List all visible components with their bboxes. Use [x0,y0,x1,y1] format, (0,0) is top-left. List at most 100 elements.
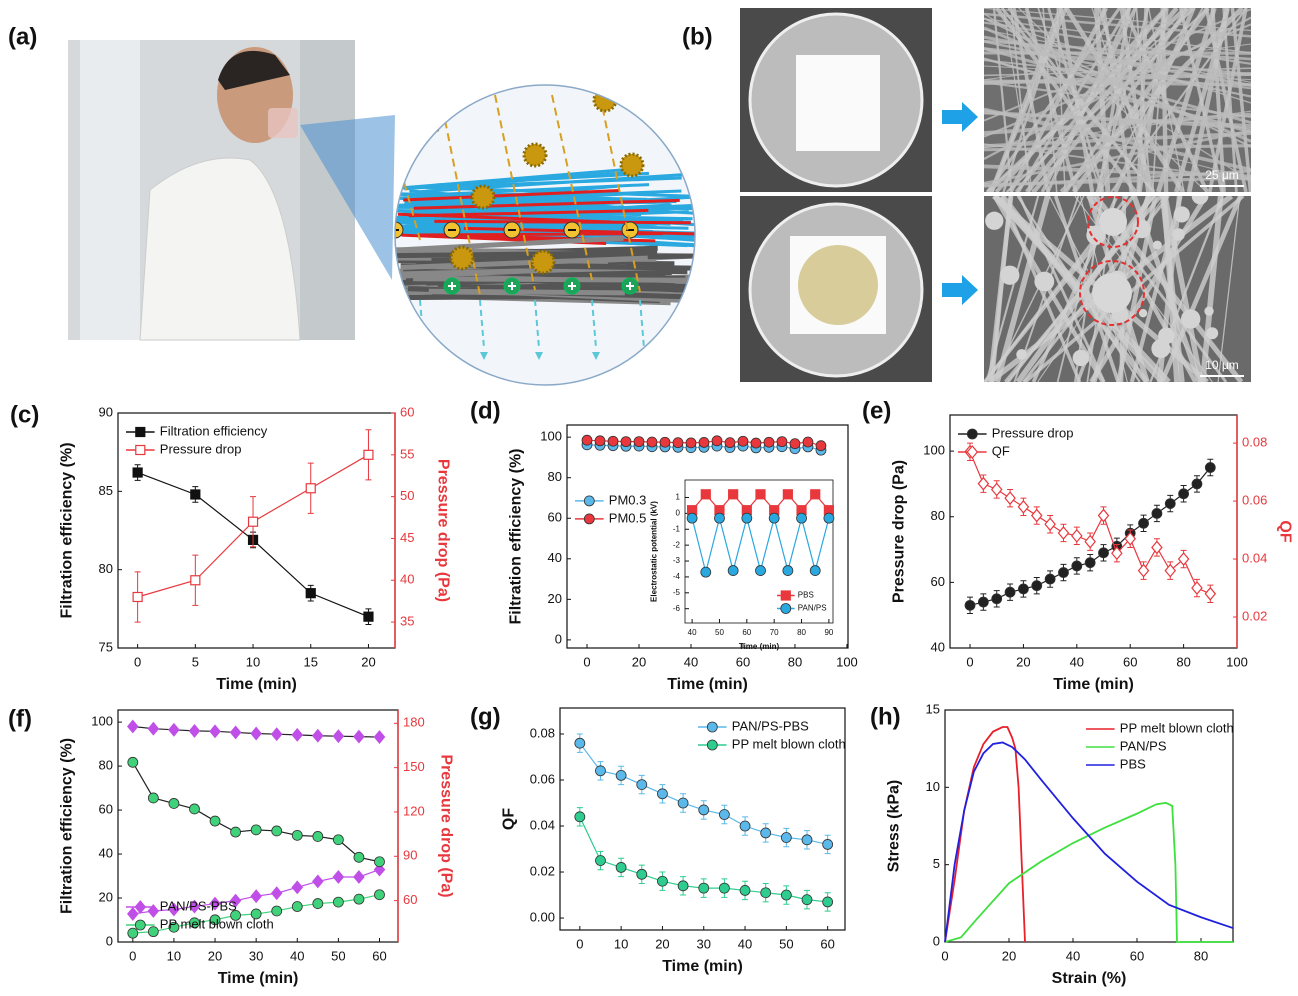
marker [707,722,717,732]
marker [575,812,585,822]
marker [707,740,717,750]
x-tick-label: 60 [820,936,834,951]
marker [637,869,647,879]
y-tick-label: 60 [931,574,945,589]
marker [699,805,709,815]
bead [1172,228,1184,240]
mechanism-diagram [380,80,719,390]
y2-tick-label: 120 [403,803,425,818]
marker [292,902,302,912]
legend-label: PBS [798,591,814,600]
marker [783,566,793,576]
bead [1132,220,1151,239]
arrow [942,275,978,305]
marker [191,490,200,499]
y2-tick-label: 45 [400,530,414,545]
x-tick-label: 0 [941,948,948,963]
marker [781,604,791,614]
x-tick-label: 60 [1130,948,1144,963]
x-tick-label: 20 [1002,948,1016,963]
marker [699,437,709,447]
y-tick-label: 60 [548,510,562,525]
legend-label: PP melt blown cloth [160,916,274,931]
y-tick-label: -4 [673,572,681,581]
y-tick-label: -6 [673,604,681,613]
y-tick-label: 0 [676,508,681,517]
marker [231,827,241,837]
y-tick-label: 15 [926,701,940,716]
particle [451,247,473,269]
marker [756,490,765,499]
bead [985,212,1003,230]
y-tick-label: 0 [106,933,113,948]
sem-image [984,188,1251,382]
marker [133,468,142,477]
deposit [798,245,878,325]
panel-label: (a) [8,23,37,50]
y-axis-label: QF [500,808,517,830]
positive-charge [387,278,403,294]
legend-label: PM0.5 [609,510,647,525]
marker [797,513,807,523]
marker [978,597,988,607]
marker [135,920,145,930]
marker [136,428,145,437]
scale-bar-label: 25 μm [1205,168,1239,182]
marker [595,436,605,446]
marker [1005,587,1015,597]
x-tick-label: 80 [788,654,802,669]
x-axis-label: Strain (%) [1052,970,1127,987]
x-tick-label: 60 [736,654,750,669]
y-tick-label: -2 [673,540,681,549]
marker [1085,558,1095,568]
y-tick-label: 90 [99,404,113,419]
mask [268,108,298,138]
y2-tick-label: 35 [400,614,414,629]
y2-axis-label: Pressure drop (Pa) [437,754,454,897]
marker [803,437,813,447]
x-tick-label: 80 [1194,948,1208,963]
marker [1179,489,1189,499]
bead [1139,309,1147,317]
photo-fresh [740,8,932,192]
marker [595,766,605,776]
y-tick-label: 0.08 [530,725,555,740]
marker [719,810,729,820]
legend-label: PM0.3 [609,492,647,507]
legend-label: Filtration efficiency [160,423,268,438]
x-tick-label: 20 [632,654,646,669]
marker [374,890,384,900]
y2-tick-label: 150 [403,759,425,774]
y-tick-label: 20 [99,889,113,904]
marker [1099,548,1109,558]
marker [191,576,200,585]
marker [678,798,688,808]
particle [594,89,616,111]
marker [824,513,834,523]
x-tick-label: 40 [1066,948,1080,963]
x-tick-label: 40 [290,948,304,963]
x-tick-label: 70 [770,628,779,637]
bead [1034,272,1054,292]
marker [657,789,667,799]
marker [783,490,792,499]
marker [802,835,812,845]
y2-tick-label: 0.06 [1242,493,1267,508]
particle [532,251,554,273]
marker [769,513,779,523]
x-tick-label: 15 [304,654,318,669]
y-tick-label: 5 [933,856,940,871]
y-axis-label: Stress (kPa) [885,780,902,873]
membrane [796,55,880,151]
photo-used [740,196,932,382]
x-tick-label: 50 [331,948,345,963]
marker [148,793,158,803]
y-axis-label: Filtration efficiency (%) [58,738,75,914]
y-tick-label: 0.02 [530,863,555,878]
arrow-head [420,352,428,360]
window [80,40,140,340]
y-tick-label: 10 [926,779,940,794]
marker [374,857,384,867]
particle [524,144,546,166]
y2-tick-label: 50 [400,488,414,503]
